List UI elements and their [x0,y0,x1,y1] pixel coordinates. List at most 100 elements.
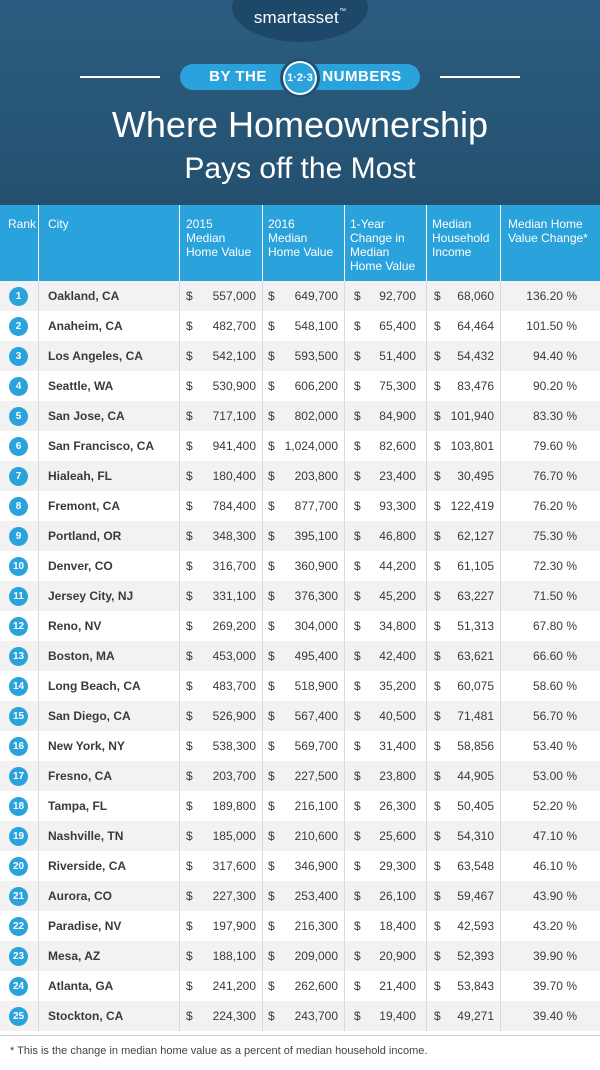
column-divider [262,641,263,671]
value-pct: 72.30 % [532,559,577,573]
city-name: Oakland, CA [48,289,120,303]
city-name: Seattle, WA [48,379,114,393]
table-row: 4 Seattle, WA $530,900 $606,200 $75,300 $83,4… [0,371,600,401]
value-change: 46,800 [379,529,416,543]
currency-symbol: $ [354,529,361,543]
value-pct: 94.40 % [532,349,577,363]
column-divider [426,881,427,911]
value-income: 49,271 [457,1009,494,1023]
col-header-2015-line: Home Value [186,245,252,259]
column-divider [179,641,180,671]
column-divider [179,911,180,941]
value-change: 26,300 [379,799,416,813]
column-divider [426,701,427,731]
currency-symbol: $ [434,319,441,333]
column-divider [500,461,501,491]
currency-symbol: $ [186,859,193,873]
col-header-2015-line: 2015 [186,217,213,231]
column-divider [500,341,501,371]
rank-badge: 9 [9,527,28,546]
header-divider [38,205,39,281]
value-v2015: 538,300 [212,739,256,753]
column-divider [262,371,263,401]
value-pct: 39.40 % [532,1009,577,1023]
value-v2015: 483,700 [212,679,256,693]
currency-symbol: $ [268,349,275,363]
value-pct: 47.10 % [532,829,577,843]
column-divider [426,431,427,461]
column-divider [500,641,501,671]
currency-symbol: $ [186,619,193,633]
value-change: 92,700 [379,289,416,303]
currency-symbol: $ [354,1009,361,1023]
currency-symbol: $ [186,529,193,543]
rank-badge: 11 [9,587,28,606]
table-row: 16 New York, NY $538,300 $569,700 $31,400 $58… [0,731,600,761]
column-divider [262,581,263,611]
currency-symbol: $ [268,859,275,873]
column-divider [179,431,180,461]
column-divider [262,791,263,821]
value-v2015: 227,300 [212,889,256,903]
currency-symbol: $ [186,1009,193,1023]
page-title-line2: Pays off the Most [184,152,416,185]
column-divider [179,761,180,791]
table-row: 12 Reno, NV $269,200 $304,000 $34,800 $51,313… [0,611,600,641]
city-name: Aurora, CO [48,889,113,903]
column-divider [38,581,39,611]
value-change: 42,400 [379,649,416,663]
value-v2016: 518,900 [294,679,338,693]
value-change: 51,400 [379,349,416,363]
value-v2015: 348,300 [212,529,256,543]
column-divider [500,791,501,821]
currency-symbol: $ [354,649,361,663]
currency-symbol: $ [268,649,275,663]
column-divider [38,671,39,701]
value-change: 93,300 [379,499,416,513]
column-divider [426,491,427,521]
column-divider [38,611,39,641]
value-income: 64,464 [457,319,494,333]
currency-symbol: $ [268,499,275,513]
value-change: 40,500 [379,709,416,723]
column-divider [344,401,345,431]
currency-symbol: $ [186,829,193,843]
column-divider [38,491,39,521]
table-row: 13 Boston, MA $453,000 $495,400 $42,400 $63,6… [0,641,600,671]
currency-symbol: $ [434,349,441,363]
column-divider [179,341,180,371]
column-divider [179,1001,180,1031]
rank-badge: 1 [9,287,28,306]
column-divider [179,821,180,851]
logo-text: smartasset [253,8,339,27]
table-header: Rank City 2015 Median Home Value 2016 Me… [0,205,600,281]
column-divider [344,941,345,971]
currency-symbol: $ [268,679,275,693]
table-row: 7 Hialeah, FL $180,400 $203,800 $23,400 $30,4… [0,461,600,491]
column-divider [426,281,427,311]
column-divider [262,671,263,701]
rank-badge: 5 [9,407,28,426]
city-name: Jersey City, NJ [48,589,134,603]
value-income: 62,127 [457,529,494,543]
city-name: Stockton, CA [48,1009,124,1023]
value-v2015: 482,700 [212,319,256,333]
table-row: 3 Los Angeles, CA $542,100 $593,500 $51,400 $… [0,341,600,371]
column-divider [38,821,39,851]
column-divider [262,431,263,461]
footer-divider [0,1035,600,1036]
value-v2015: 241,200 [212,979,256,993]
value-v2016: 1,024,000 [284,439,338,453]
currency-symbol: $ [268,739,275,753]
column-divider [500,611,501,641]
column-divider [38,311,39,341]
column-divider [179,881,180,911]
value-v2015: 197,900 [212,919,256,933]
column-divider [500,851,501,881]
column-divider [426,341,427,371]
currency-symbol: $ [354,619,361,633]
column-divider [344,791,345,821]
value-change: 45,200 [379,589,416,603]
currency-symbol: $ [354,829,361,843]
value-pct: 67.80 % [532,619,577,633]
